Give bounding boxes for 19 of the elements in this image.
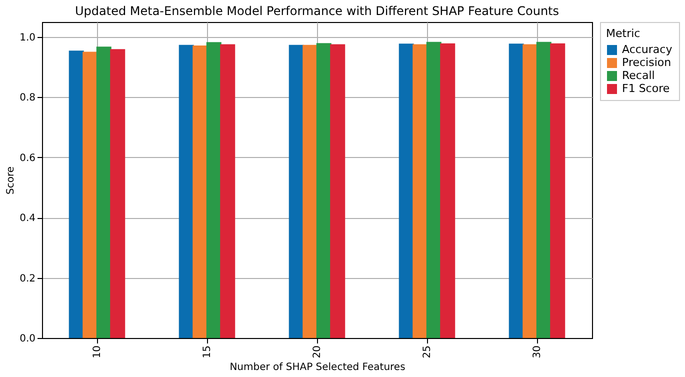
x-tick-label: 15 [202,346,213,358]
x-tick-label: 20 [312,346,323,358]
y-tick-label: 0.4 [20,213,36,224]
legend-label: Accuracy [622,43,673,56]
y-tick-label: 1.0 [20,32,36,44]
legend-label: Recall [622,69,655,82]
chart-title: Updated Meta-Ensemble Model Performance with Different SHAP Feature Counts [74,4,560,18]
y-tick-label: 0.2 [20,273,36,284]
x-tick-label: 30 [532,346,543,358]
x-tick-label: 10 [92,346,103,358]
y-axis-title: Score [6,166,17,195]
y-tick-label: 0.0 [20,334,36,344]
legend-title: Metric [606,27,640,40]
legend-label: F1 Score [622,82,670,95]
x-tick-label: 25 [422,346,433,358]
y-tick-label: 0.6 [20,152,36,164]
legend-label: Precision [622,56,672,69]
x-axis-title: Number of SHAP Selected Features [230,362,406,374]
y-tick-label: 0.8 [20,92,36,104]
